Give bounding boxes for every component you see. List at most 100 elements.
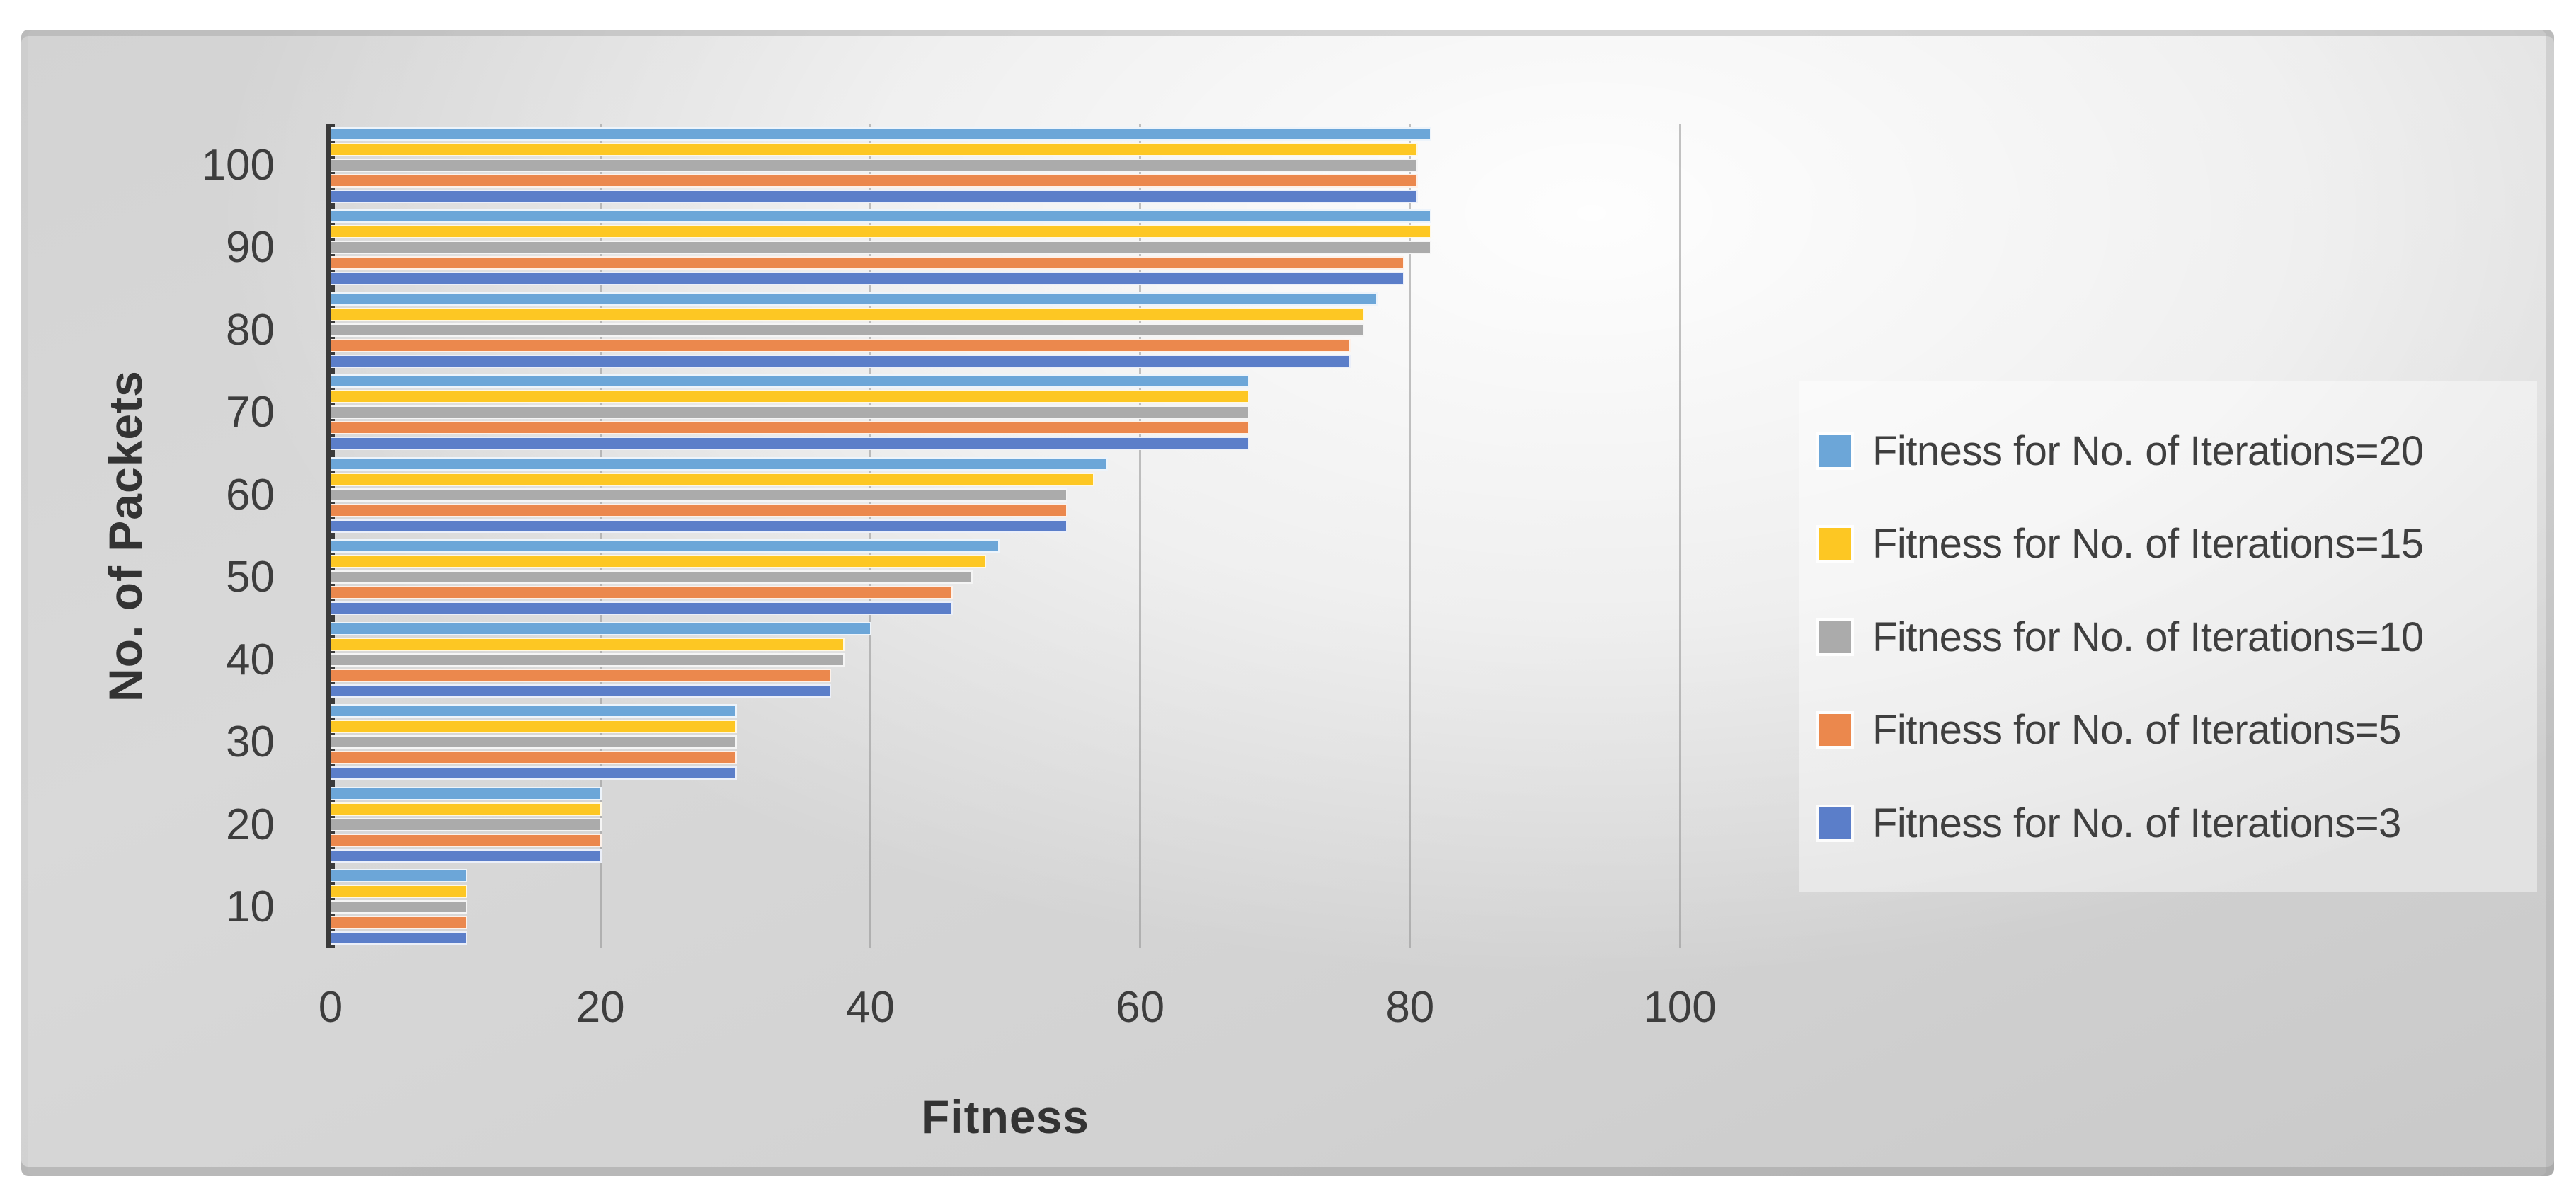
legend-item: Fitness for No. of Iterations=10 bbox=[1799, 614, 2537, 661]
bar bbox=[331, 421, 1250, 435]
bar bbox=[331, 570, 973, 585]
gridline bbox=[1678, 124, 1681, 948]
legend: Fitness for No. of Iterations=20 Fitness … bbox=[1799, 381, 2537, 892]
x-tick-label: 60 bbox=[1116, 983, 1165, 1032]
bar bbox=[331, 720, 737, 734]
y-tick-label: 90 bbox=[226, 223, 275, 272]
bar bbox=[331, 869, 467, 883]
bar bbox=[331, 307, 1365, 321]
bar bbox=[331, 390, 1250, 404]
legend-item: Fitness for No. of Iterations=20 bbox=[1799, 427, 2537, 475]
legend-label: Fitness for No. of Iterations=20 bbox=[1872, 427, 2424, 474]
gridline bbox=[1409, 124, 1412, 948]
y-tick-label: 60 bbox=[226, 470, 275, 519]
bar bbox=[331, 684, 832, 698]
x-tick-label: 0 bbox=[318, 983, 343, 1032]
y-tick-label: 30 bbox=[226, 718, 275, 767]
bar bbox=[331, 519, 1067, 533]
legend-color-swatch bbox=[1819, 621, 1851, 653]
gridline bbox=[869, 124, 871, 948]
legend-label: Fitness for No. of Iterations=3 bbox=[1872, 800, 2401, 846]
bar bbox=[331, 323, 1365, 337]
plot-area bbox=[326, 124, 1681, 949]
y-tick-label: 20 bbox=[226, 800, 275, 849]
y-tick-label: 80 bbox=[226, 305, 275, 355]
bar bbox=[331, 786, 602, 800]
bar bbox=[331, 225, 1432, 239]
bar bbox=[331, 885, 467, 899]
bar bbox=[331, 751, 737, 765]
bar bbox=[331, 472, 1094, 486]
bar bbox=[331, 503, 1067, 517]
bar bbox=[331, 173, 1419, 188]
y-tick-label: 50 bbox=[226, 553, 275, 602]
bar bbox=[331, 374, 1250, 388]
bar bbox=[331, 833, 602, 847]
bar bbox=[331, 338, 1351, 352]
bar bbox=[331, 704, 737, 718]
x-tick-label: 80 bbox=[1385, 983, 1435, 1032]
bar-group-100 bbox=[331, 124, 1680, 207]
bar-group-40 bbox=[331, 618, 1680, 701]
chart-panel: No. of Packets 100 90 80 70 60 50 40 30 20 10 0 20… bbox=[21, 30, 2554, 1176]
y-tick-label: 40 bbox=[226, 635, 275, 684]
legend-item: Fitness for No. of Iterations=15 bbox=[1799, 520, 2537, 568]
bar bbox=[331, 848, 602, 863]
bar bbox=[331, 158, 1419, 172]
gridline bbox=[599, 124, 602, 948]
bar-group-80 bbox=[331, 289, 1680, 372]
bar bbox=[331, 602, 953, 616]
bar bbox=[331, 668, 832, 682]
bar-group-20 bbox=[331, 783, 1680, 866]
bar bbox=[331, 931, 467, 945]
legend-item: Fitness for No. of Iterations=3 bbox=[1799, 800, 2537, 847]
bar-group-50 bbox=[331, 536, 1680, 619]
bar bbox=[331, 272, 1405, 286]
bar bbox=[331, 900, 467, 914]
bar bbox=[331, 555, 987, 569]
x-axis-title: Fitness bbox=[920, 1090, 1090, 1143]
y-tick-label: 10 bbox=[226, 882, 275, 932]
bar bbox=[331, 292, 1378, 306]
x-tick-label: 20 bbox=[576, 983, 625, 1032]
legend-label: Fitness for No. of Iterations=5 bbox=[1872, 707, 2401, 753]
bar bbox=[331, 488, 1067, 502]
bar bbox=[331, 652, 845, 667]
gridline bbox=[1139, 124, 1142, 948]
legend-color-swatch bbox=[1819, 714, 1851, 746]
bar-group-10 bbox=[331, 866, 1680, 949]
x-tick-label: 100 bbox=[1643, 983, 1717, 1032]
bar bbox=[331, 621, 872, 635]
bar-group-60 bbox=[331, 454, 1680, 536]
bar bbox=[331, 354, 1351, 368]
legend-label: Fitness for No. of Iterations=10 bbox=[1872, 614, 2424, 660]
y-tick-label: 70 bbox=[226, 388, 275, 437]
bar-group-30 bbox=[331, 701, 1680, 784]
bar-group-90 bbox=[331, 207, 1680, 289]
bar bbox=[331, 916, 467, 930]
bar bbox=[331, 241, 1432, 255]
legend-color-swatch bbox=[1819, 807, 1851, 839]
bar bbox=[331, 766, 737, 781]
bar bbox=[331, 405, 1250, 420]
bar-group-70 bbox=[331, 372, 1680, 454]
bar bbox=[331, 735, 737, 749]
x-axis-tick-labels: 0 20 40 60 80 100 bbox=[319, 982, 1717, 1046]
bar bbox=[331, 189, 1419, 203]
legend-label: Fitness for No. of Iterations=15 bbox=[1872, 521, 2424, 567]
bar bbox=[331, 127, 1432, 141]
bar bbox=[331, 586, 953, 600]
bar bbox=[331, 637, 845, 651]
bar bbox=[331, 209, 1432, 224]
bar bbox=[331, 802, 602, 816]
x-tick-label: 40 bbox=[845, 983, 895, 1032]
bar bbox=[331, 142, 1419, 156]
bar bbox=[331, 437, 1250, 451]
bar bbox=[331, 456, 1108, 471]
y-axis-tick-labels: 100 90 80 70 60 50 40 30 20 10 bbox=[112, 124, 275, 948]
legend-color-swatch bbox=[1819, 434, 1851, 467]
legend-color-swatch bbox=[1819, 528, 1851, 560]
bar bbox=[331, 539, 1000, 553]
bar bbox=[331, 256, 1405, 270]
legend-item: Fitness for No. of Iterations=5 bbox=[1799, 706, 2537, 754]
